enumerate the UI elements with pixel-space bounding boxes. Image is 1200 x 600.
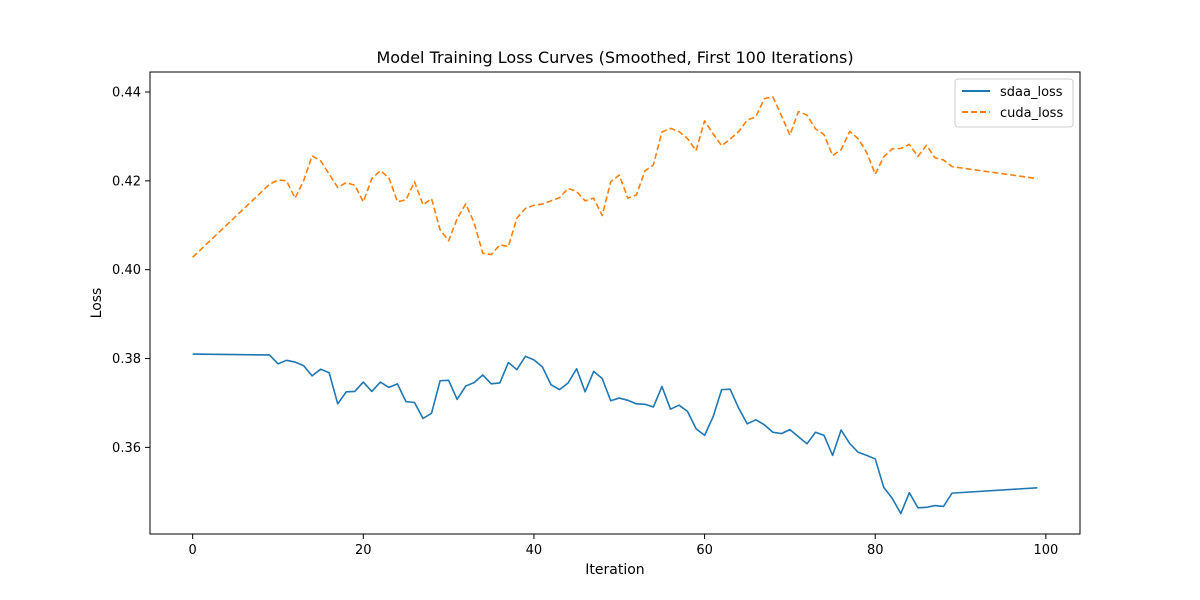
series-line-sdaa-loss <box>192 353 1038 515</box>
plot-area <box>149 71 1081 535</box>
series-line-cuda-loss <box>192 96 1038 258</box>
y-axis: 0.36 0.38 0.40 0.42 0.44 <box>112 85 150 456</box>
x-tick-label: 0 <box>189 543 197 558</box>
x-tick-label: 80 <box>867 543 884 558</box>
x-axis: 0 20 40 60 80 100 <box>189 534 1058 558</box>
x-tick-label: 100 <box>1033 543 1058 558</box>
chart-title: Model Training Loss Curves (Smoothed, Fi… <box>376 48 853 67</box>
y-tick-label: 0.40 <box>112 263 141 278</box>
legend-label-sdaa: sdaa_loss <box>1000 85 1063 100</box>
x-tick-label: 20 <box>355 543 372 558</box>
x-tick-label: 60 <box>696 543 713 558</box>
y-tick-label: 0.36 <box>112 441 141 456</box>
legend: sdaa_loss cuda_loss <box>954 78 1074 128</box>
series-layer <box>192 96 1038 515</box>
y-tick-label: 0.42 <box>112 174 141 189</box>
x-axis-label: Iteration <box>585 562 644 578</box>
y-tick-label: 0.38 <box>112 352 141 367</box>
y-axis-label: Loss <box>89 288 105 319</box>
legend-label-cuda: cuda_loss <box>1000 106 1063 121</box>
x-tick-label: 40 <box>526 543 543 558</box>
y-tick-label: 0.44 <box>112 85 141 100</box>
